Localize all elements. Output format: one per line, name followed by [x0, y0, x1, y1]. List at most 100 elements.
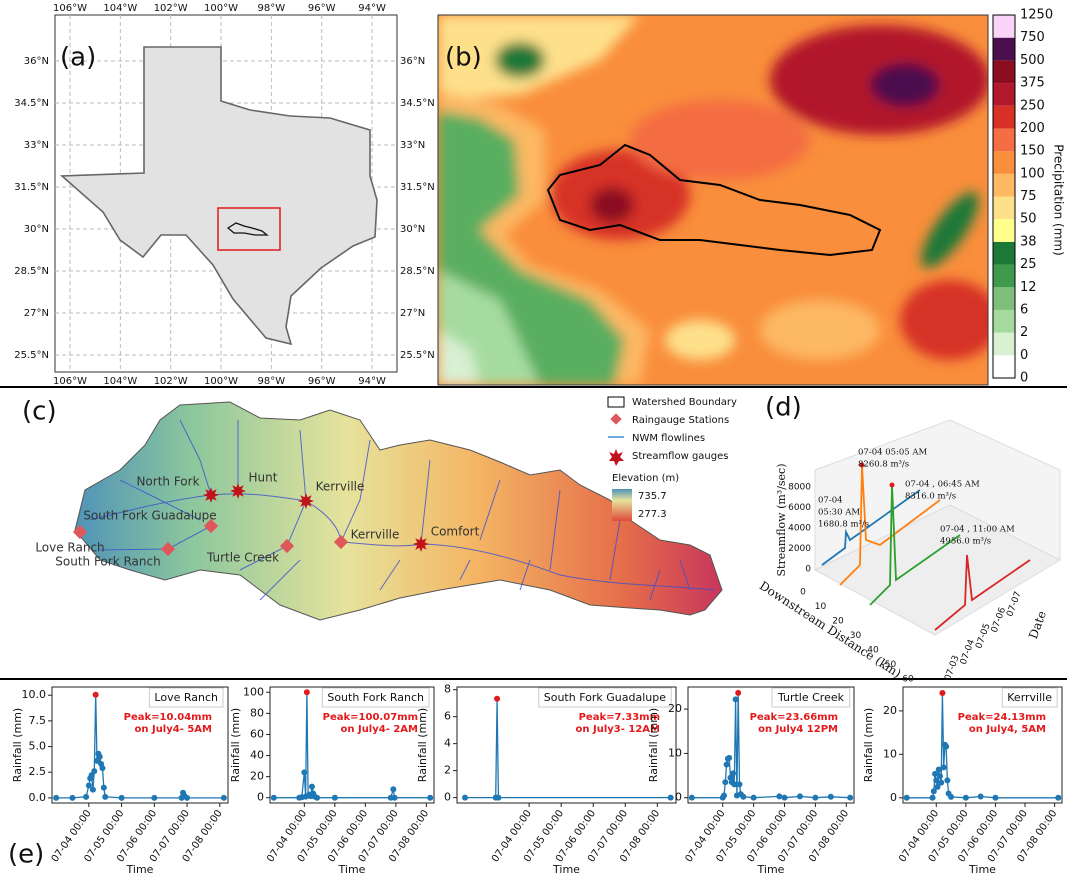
colorbar-bin [993, 219, 1015, 242]
rainfall-point [812, 794, 819, 801]
panel-label: (d) [765, 393, 802, 423]
peak-annotation: on July4- 2AM [341, 724, 419, 735]
title-box [771, 687, 851, 708]
rainfall-point [391, 794, 398, 801]
peak-annotation: on July4, 5AM [969, 724, 1046, 735]
rainfall-point [934, 783, 941, 790]
x-axis-label: Time [552, 863, 580, 874]
lat-label: 36°N [24, 56, 49, 67]
colorbar-bin [993, 15, 1015, 38]
x-tick-label: 60 [902, 675, 914, 685]
rainfall-point [314, 794, 321, 801]
rainfall-point [933, 777, 940, 784]
x-axis-label: Time [338, 863, 366, 874]
texas-outline [59, 46, 378, 346]
precip-blobs [438, 15, 988, 385]
rainfall-point [935, 766, 942, 773]
map-frame [437, 14, 989, 386]
rainfall-point [96, 753, 103, 760]
colorbar-title: Precipitation (mm) [1052, 144, 1066, 256]
colorbar-label: 25 [1020, 257, 1037, 272]
x-tick-label: 20 [832, 617, 844, 627]
streamflow-gauge [203, 487, 219, 503]
x-tick-label: 30 [850, 631, 862, 641]
peak-annotation: Peak=24.13mm [958, 712, 1046, 723]
station-label: Kerrville [316, 480, 365, 494]
peak-annotation: 8316.0 m³/s [905, 492, 956, 502]
station-label: Hunt [249, 471, 278, 485]
colorbar-bin [993, 264, 1015, 288]
colorbar-bin [993, 105, 1015, 129]
legend-raingauge-icon [610, 413, 622, 425]
panel-c-labels: Watershed Boundary Raingauge Stations NWM … [35, 397, 737, 569]
peak-annotation: on July3- 12AM [576, 724, 661, 735]
peak-annotation: 05:30 AM [818, 508, 860, 518]
y-axis-label: Rainfall (mm) [647, 708, 660, 782]
date-tick-label: 07-04 [959, 638, 977, 666]
lat-label: 34.5°N [400, 98, 435, 109]
rainfall-point [992, 794, 999, 801]
lat-label: 27°N [24, 308, 49, 319]
station-label: Turtle Creek [206, 551, 279, 565]
y-tick-label: 2.5 [29, 765, 47, 778]
colorbar-label: 12 [1020, 280, 1037, 295]
peak-annotation: 07-04 , 06:45 AM [905, 480, 980, 490]
legend-label: Streamflow gauges [632, 451, 728, 462]
colorbar-label: 6 [1020, 302, 1028, 317]
y-axis-label: Rainfall (mm) [11, 708, 24, 782]
lon-label: 96°W [308, 3, 336, 14]
rainfall-point [776, 793, 783, 800]
rainfall-point [796, 793, 803, 800]
y-axis-label: Rainfall (mm) [416, 708, 429, 782]
rainfall-point [940, 764, 947, 771]
rainfall-point [308, 783, 315, 790]
rainfall-point [977, 793, 984, 800]
rainfall-point [740, 793, 747, 800]
lon-label: 104°W [103, 376, 137, 387]
y-tick-label: 40 [250, 749, 264, 762]
raingauge [333, 534, 349, 550]
rainfall-point [735, 689, 742, 696]
y-axis-label: Rainfall (mm) [229, 708, 242, 782]
z-tick-label: 2000 [788, 544, 811, 554]
colorbar-label: 100 [1020, 166, 1045, 181]
rainfall-point [827, 793, 834, 800]
y-tick-label: 8 [444, 683, 451, 696]
y-tick-label: 20 [668, 702, 682, 715]
z-tick-label: 0 [805, 565, 811, 575]
legend-label: Watershed Boundary [632, 397, 737, 408]
y-tick-label: 4 [444, 737, 451, 750]
lat-label: 34.5°N [14, 98, 49, 109]
title-box [538, 687, 672, 708]
peak-annotation: on July4 12PM [758, 724, 838, 735]
colorbar-bin [993, 287, 1015, 310]
raingauge [279, 538, 295, 554]
watershed-outline [226, 222, 269, 236]
colorbar-bin [993, 128, 1015, 152]
rainfall-point [270, 794, 277, 801]
rainfall-point [667, 794, 674, 801]
z-tick-label: 4000 [788, 524, 811, 534]
y-tick-label: 0 [675, 791, 682, 804]
x-tick-label: 40 [867, 646, 879, 656]
y-tick-label: 6 [444, 710, 451, 723]
lon-label: 102°W [154, 376, 188, 387]
lon-label: 96°W [308, 376, 336, 387]
rainfall-point [69, 794, 76, 801]
colorbar-bin [993, 355, 1015, 378]
station-title: South Fork Guadalupe [544, 691, 666, 704]
rainfall-point [83, 793, 90, 800]
rainfall-point [102, 793, 109, 800]
date-tick-label: 07-06 [990, 606, 1008, 634]
colorbar-label: 50 [1020, 212, 1037, 227]
colorbar-label: 150 [1020, 144, 1045, 159]
raingauge [72, 524, 88, 540]
colorbar-label: 375 [1020, 76, 1045, 91]
lon-label: 106°W [53, 3, 87, 14]
lon-label: 94°W [358, 376, 386, 387]
colorbar-label: 75 [1020, 189, 1037, 204]
lat-label: 28.5°N [400, 266, 435, 277]
colorbar-bin [993, 83, 1015, 106]
x-axis-label: Time [126, 863, 154, 874]
